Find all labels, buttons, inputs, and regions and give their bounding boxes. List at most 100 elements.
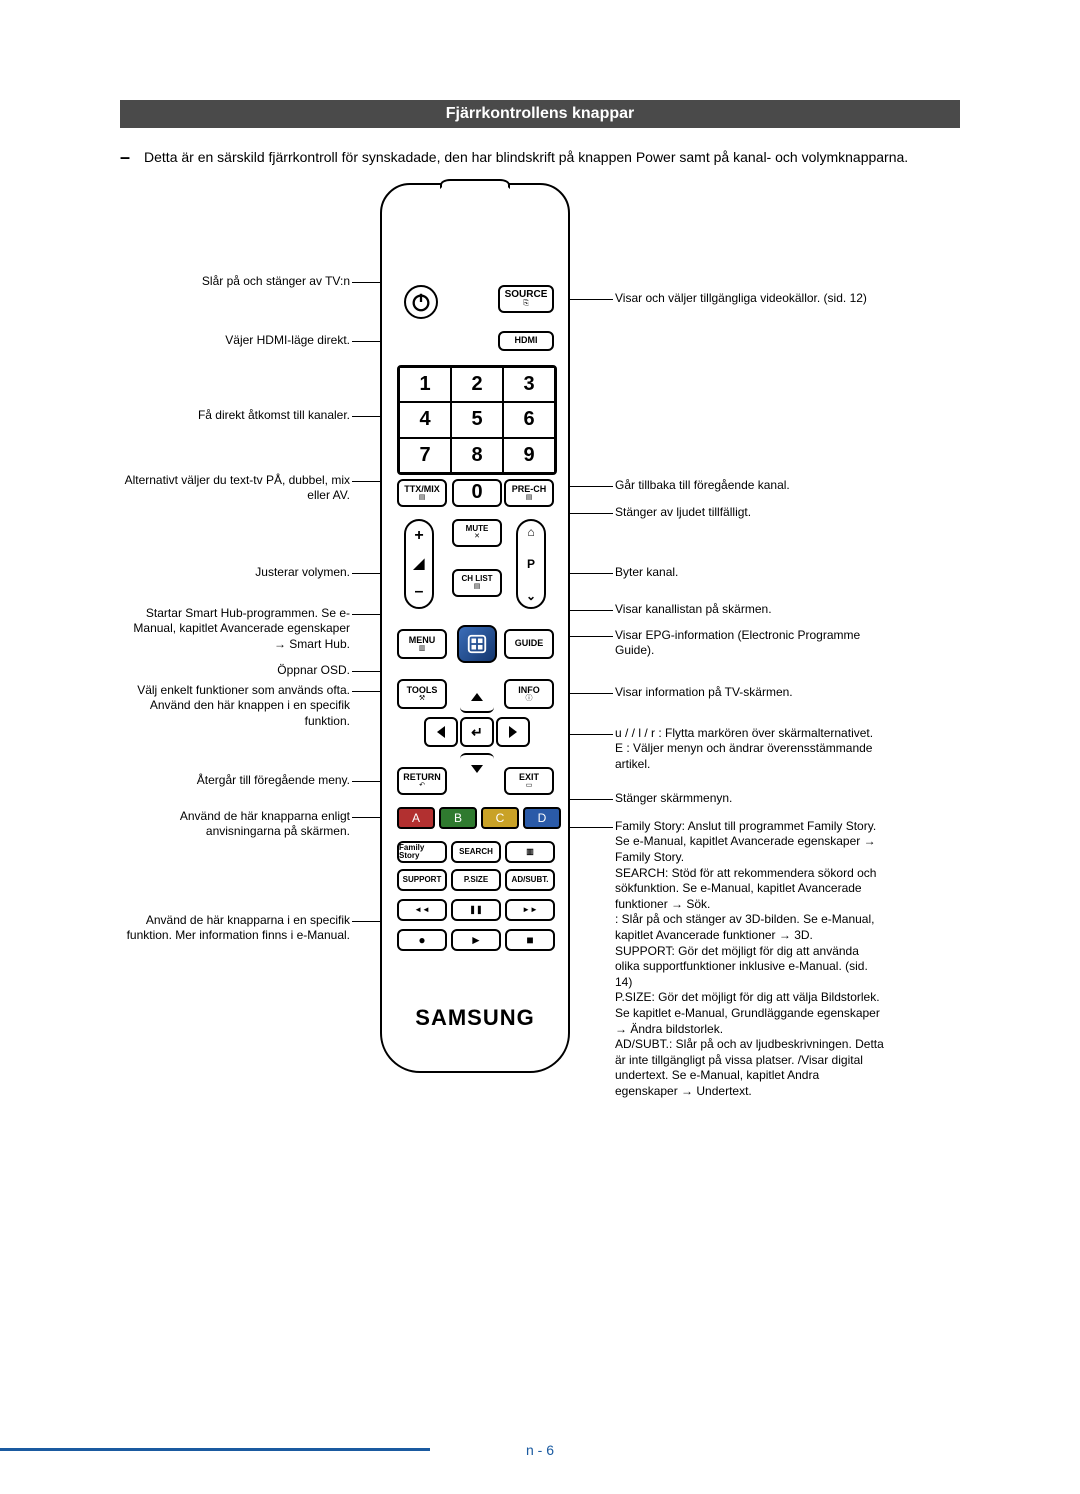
leader-line: [565, 636, 613, 637]
callout-label: Alternativt väljer du text-tv PÅ, dubbel…: [120, 473, 350, 504]
dpad-left[interactable]: [424, 717, 458, 747]
callout-label: Visar kanallistan på skärmen.: [615, 602, 885, 618]
search-button[interactable]: SEARCH: [451, 841, 501, 863]
color-button-c[interactable]: C: [481, 807, 519, 829]
callout-label: Visar och väljer tillgängliga videokällo…: [615, 291, 885, 307]
tools-button[interactable]: TOOLS ⚒: [397, 679, 447, 709]
mute-button[interactable]: MUTE ✕: [452, 519, 502, 547]
callout-label: Justerar volymen.: [120, 565, 350, 581]
family-story-button[interactable]: Family Story: [397, 841, 447, 863]
ttx-icon: ▤: [419, 494, 426, 501]
number-6-button[interactable]: 6: [503, 402, 555, 437]
mute-icon: ✕: [474, 533, 480, 540]
callout-label: Väjer HDMI-läge direkt.: [120, 333, 350, 349]
leader-line: [565, 693, 613, 694]
callout-label: Välj enkelt funktioner som används ofta.…: [120, 683, 350, 730]
chlist-icon: ▤: [474, 583, 481, 590]
callout-label: Startar Smart Hub-programmen. Se e-Manua…: [120, 606, 350, 653]
ch-p-label: P: [527, 557, 535, 571]
support-button[interactable]: SUPPORT: [397, 869, 447, 891]
transport-row-2: ● ► ■: [397, 929, 555, 951]
ch-up-icon: ⌂: [527, 525, 534, 539]
ch-list-button[interactable]: CH LIST ▤: [452, 569, 502, 597]
record-button[interactable]: ●: [397, 929, 447, 951]
up-icon: [471, 693, 483, 701]
leader-line: [565, 299, 613, 300]
power-button[interactable]: [404, 285, 438, 319]
number-4-button[interactable]: 4: [399, 402, 451, 437]
right-icon: [509, 726, 517, 738]
leader-line: [565, 486, 613, 487]
stop-button[interactable]: ■: [505, 929, 555, 951]
chlist-label: CH LIST: [461, 575, 492, 583]
menu-button[interactable]: MENU ▥: [397, 629, 447, 659]
leader-line: [565, 513, 613, 514]
callout-label: Byter kanal.: [615, 565, 885, 581]
number-8-button[interactable]: 8: [451, 438, 503, 473]
hdmi-button[interactable]: HDMI: [498, 331, 554, 351]
callout-label: Family Story: Anslut till programmet Fam…: [615, 819, 885, 1100]
color-button-d[interactable]: D: [523, 807, 561, 829]
tools-label: TOOLS: [407, 686, 438, 695]
number-5-button[interactable]: 5: [451, 402, 503, 437]
ch-down-icon: ⌄: [526, 589, 536, 603]
number-0-button[interactable]: 0: [452, 479, 502, 507]
page-title: Fjärrkontrollens knappar: [120, 100, 960, 128]
info-label: INFO: [518, 686, 540, 695]
leader-line: [565, 799, 613, 800]
volume-rocker[interactable]: + ◢ –: [404, 519, 434, 609]
mute-label: MUTE: [466, 525, 489, 533]
dpad-right[interactable]: [496, 717, 530, 747]
ttx-label: TTX/MIX: [404, 485, 440, 494]
callout-label: Återgår till föregående meny.: [120, 773, 350, 789]
exit-label: EXIT: [519, 773, 539, 782]
number-7-button[interactable]: 7: [399, 438, 451, 473]
color-button-b[interactable]: B: [439, 807, 477, 829]
menu-icon: ▥: [419, 645, 426, 652]
channel-rocker[interactable]: ⌂ P ⌄: [516, 519, 546, 609]
dpad-down[interactable]: [460, 753, 494, 783]
pre-ch-button[interactable]: PRE-CH ▤: [504, 479, 554, 507]
exit-icon: ▭: [526, 782, 533, 789]
guide-button[interactable]: GUIDE: [504, 629, 554, 659]
number-pad: 123 456 789: [397, 365, 557, 475]
source-button[interactable]: SOURCE ⎘: [498, 285, 554, 313]
callout-label: Använd de här knapparna enligt anvisning…: [120, 809, 350, 840]
fast-forward-button[interactable]: ►►: [505, 899, 555, 921]
number-9-button[interactable]: 9: [503, 438, 555, 473]
psize-button[interactable]: P.SIZE: [451, 869, 501, 891]
dpad-up[interactable]: [460, 683, 494, 713]
3d-button[interactable]: ▥: [505, 841, 555, 863]
return-icon: ↶: [419, 782, 425, 789]
ad-subt-button[interactable]: AD/SUBT.: [505, 869, 555, 891]
return-label: RETURN: [403, 773, 441, 782]
remote-body: SOURCE ⎘ HDMI 123 456 789 TTX/MIX ▤ 0 PRE-…: [380, 183, 570, 1073]
remote-diagram: Slår på och stänger av TV:nVäjer HDMI-lä…: [120, 183, 960, 1183]
smart-hub-button[interactable]: [457, 625, 497, 663]
info-button[interactable]: INFO ⓘ: [504, 679, 554, 709]
exit-button[interactable]: EXIT ▭: [504, 767, 554, 795]
callout-label: Visar EPG-information (Electronic Progra…: [615, 628, 885, 659]
feature-row-2: SUPPORT P.SIZE AD/SUBT.: [397, 869, 555, 891]
return-button[interactable]: RETURN ↶: [397, 767, 447, 795]
transport-row-1: ◄◄ ❚❚ ►►: [397, 899, 555, 921]
callout-label: u / / l / r : Flytta markören över skärm…: [615, 726, 885, 773]
play-button[interactable]: ►: [451, 929, 501, 951]
ttx-mix-button[interactable]: TTX/MIX ▤: [397, 479, 447, 507]
color-button-a[interactable]: A: [397, 807, 435, 829]
menu-label: MENU: [409, 636, 436, 645]
number-2-button[interactable]: 2: [451, 367, 503, 402]
leader-line: [565, 610, 613, 611]
vol-icon: ◢: [414, 555, 425, 572]
number-1-button[interactable]: 1: [399, 367, 451, 402]
feature-row-1: Family Story SEARCH ▥: [397, 841, 555, 863]
dpad-enter[interactable]: ↵: [460, 717, 494, 747]
rewind-button[interactable]: ◄◄: [397, 899, 447, 921]
leader-line: [565, 827, 613, 828]
pause-button[interactable]: ❚❚: [451, 899, 501, 921]
number-3-button[interactable]: 3: [503, 367, 555, 402]
vol-minus: –: [415, 583, 424, 601]
ir-window: [440, 179, 510, 189]
tools-icon: ⚒: [419, 695, 425, 702]
page-footer: n - 6: [0, 1442, 1080, 1458]
